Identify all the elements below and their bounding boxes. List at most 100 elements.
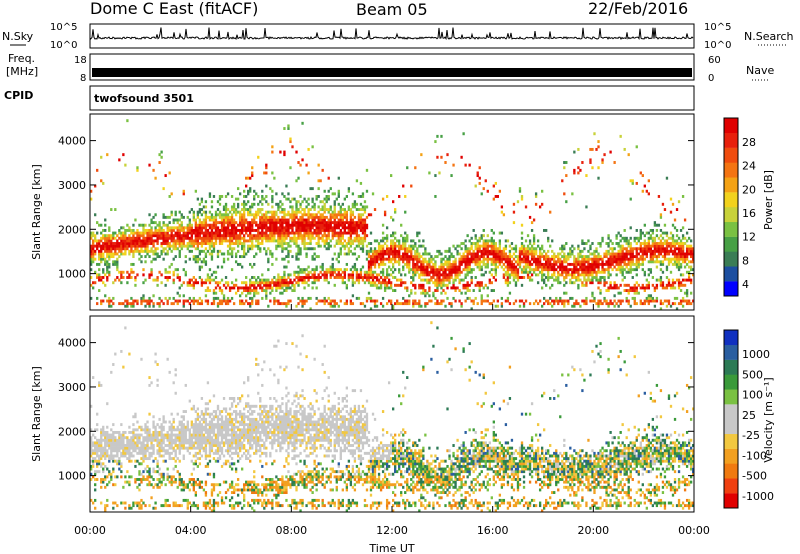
power-cell xyxy=(102,276,105,279)
power-cell xyxy=(603,252,606,256)
power-cell xyxy=(460,291,463,295)
power-cell xyxy=(434,278,437,282)
power-cell xyxy=(553,268,556,272)
power-cell xyxy=(136,234,139,238)
y-tick-label: 2000 xyxy=(58,223,86,236)
power-cell xyxy=(351,202,355,206)
power-cell xyxy=(279,239,282,243)
power-cell xyxy=(323,205,326,209)
power-cell xyxy=(408,302,411,306)
power-cell xyxy=(172,296,175,300)
power-cell xyxy=(623,239,626,243)
power-cell xyxy=(184,244,187,248)
power-cell xyxy=(464,239,467,243)
power-cell xyxy=(166,299,169,303)
power-cell xyxy=(349,218,353,222)
power-cell xyxy=(466,270,469,274)
power-cell xyxy=(373,239,377,243)
power-cell xyxy=(677,286,681,290)
power-cell xyxy=(498,252,502,256)
power-cell xyxy=(180,247,183,251)
power-cell xyxy=(241,302,244,306)
power-cell xyxy=(651,252,655,256)
power-cell xyxy=(398,244,401,248)
power-cell xyxy=(303,221,306,225)
power-cell xyxy=(309,247,312,251)
power-cell xyxy=(591,276,594,279)
power-cell xyxy=(100,255,103,259)
power-cell xyxy=(581,270,584,274)
power-cell xyxy=(603,268,606,272)
power-cell xyxy=(490,257,493,261)
power-cell xyxy=(512,247,516,251)
power-cell xyxy=(132,299,135,303)
power-cell xyxy=(142,234,145,238)
power-cell xyxy=(265,252,268,256)
velocity-cell xyxy=(90,451,93,455)
power-cell xyxy=(287,234,290,238)
velocity-cell xyxy=(106,475,109,479)
power-cell xyxy=(333,226,336,230)
power-cell xyxy=(307,226,310,230)
power-cell xyxy=(563,252,566,256)
power-cell xyxy=(677,200,681,204)
power-cell xyxy=(436,134,439,138)
power-cell xyxy=(104,273,107,277)
power-cell xyxy=(335,223,338,227)
power-cell xyxy=(522,249,526,253)
colorbar-swatch xyxy=(724,266,738,282)
power-cell xyxy=(617,291,620,295)
power-cell xyxy=(212,299,216,303)
power-cell xyxy=(394,283,397,287)
power-cell xyxy=(406,255,409,259)
power-cell xyxy=(490,302,493,306)
power-cell xyxy=(597,255,600,259)
power-cell xyxy=(398,278,401,282)
power-cell xyxy=(245,299,248,303)
power-cell xyxy=(220,234,224,238)
power-cell xyxy=(424,260,427,264)
power-cell xyxy=(534,260,538,264)
power-cell xyxy=(655,278,659,282)
power-cell xyxy=(557,270,560,274)
power-cell xyxy=(377,257,381,261)
power-cell xyxy=(259,242,262,245)
power-cell xyxy=(224,239,228,243)
power-cell xyxy=(204,294,208,298)
power-cell xyxy=(609,150,612,154)
power-cell xyxy=(679,302,683,306)
power-cell xyxy=(647,283,650,287)
power-cell xyxy=(448,265,451,269)
power-cell xyxy=(321,205,324,209)
power-cell xyxy=(98,257,101,261)
power-cell xyxy=(329,304,332,308)
power-cell xyxy=(323,239,326,243)
power-cell xyxy=(297,265,300,269)
power-cell xyxy=(565,260,568,264)
power-cell xyxy=(363,304,367,308)
power-cell xyxy=(110,242,113,245)
power-cell xyxy=(651,257,655,261)
power-cell xyxy=(591,281,594,285)
power-cell xyxy=(134,299,137,303)
power-cell xyxy=(311,273,314,277)
power-cell xyxy=(285,184,288,188)
power-cell xyxy=(557,276,560,279)
power-cell xyxy=(389,215,393,219)
power-cell xyxy=(681,244,685,248)
power-cell xyxy=(150,247,153,251)
power-cell xyxy=(335,234,338,238)
power-cell xyxy=(524,255,528,259)
power-cell xyxy=(222,257,226,261)
power-cell xyxy=(210,215,214,219)
velocity-cell xyxy=(90,459,93,463)
power-cell xyxy=(188,283,191,287)
power-cell xyxy=(669,197,673,201)
power-cell xyxy=(545,260,548,264)
power-cell xyxy=(345,210,348,214)
power-cell xyxy=(492,255,495,259)
power-cell xyxy=(156,283,159,287)
power-cell xyxy=(361,221,365,225)
power-cell xyxy=(677,257,681,261)
power-cell xyxy=(631,247,634,251)
